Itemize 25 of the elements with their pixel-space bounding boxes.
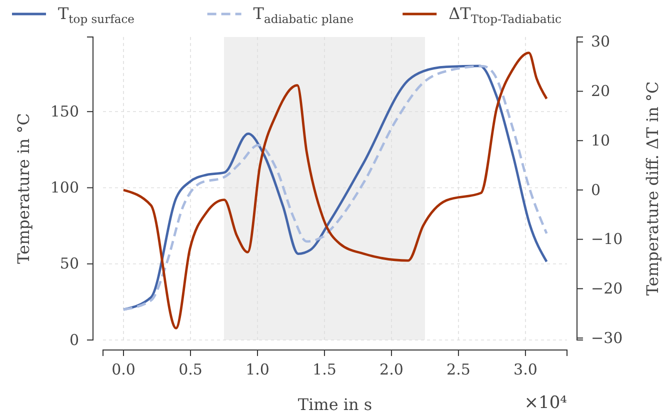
y2-tick-label: −10	[591, 230, 623, 248]
x-tick-label: 1.0	[246, 360, 270, 379]
legend-label: ΔT$_{Ttop-Tadiabatic}$	[448, 4, 562, 26]
y2-tick-label: 20	[591, 82, 610, 100]
y2-axis-title: Temperature diff. ΔT in °C	[643, 81, 662, 296]
y2-tick-label: −20	[591, 279, 623, 298]
y-tick-label: 50	[60, 254, 79, 273]
x-tick-label: 2.0	[380, 360, 404, 379]
text: ×10⁴	[524, 393, 568, 413]
y-tick-label: 0	[69, 330, 79, 349]
y2-tick-label: 30	[591, 32, 610, 51]
y2-tick-label: −30	[591, 328, 623, 347]
x-tick-label: 2.5	[446, 360, 470, 379]
y2-tick-label: 10	[591, 131, 610, 150]
x-axis-title: Time in s	[298, 395, 372, 414]
legend-label: T$_{top surface}$	[58, 4, 135, 26]
x-tick-label: 0.5	[178, 360, 202, 379]
y-tick-label: 100	[50, 178, 79, 197]
x-tick-label: 3.0	[514, 360, 538, 379]
y-axis-title: Temperature in °C	[14, 113, 33, 264]
y2-tick-label: 0	[591, 180, 601, 199]
x-tick-label: 0.0	[112, 360, 136, 379]
x-tick-label: 1.5	[312, 360, 336, 379]
legend-label: T$_{adiabatic plane}$	[253, 4, 354, 26]
y-tick-label: 150	[50, 102, 79, 120]
